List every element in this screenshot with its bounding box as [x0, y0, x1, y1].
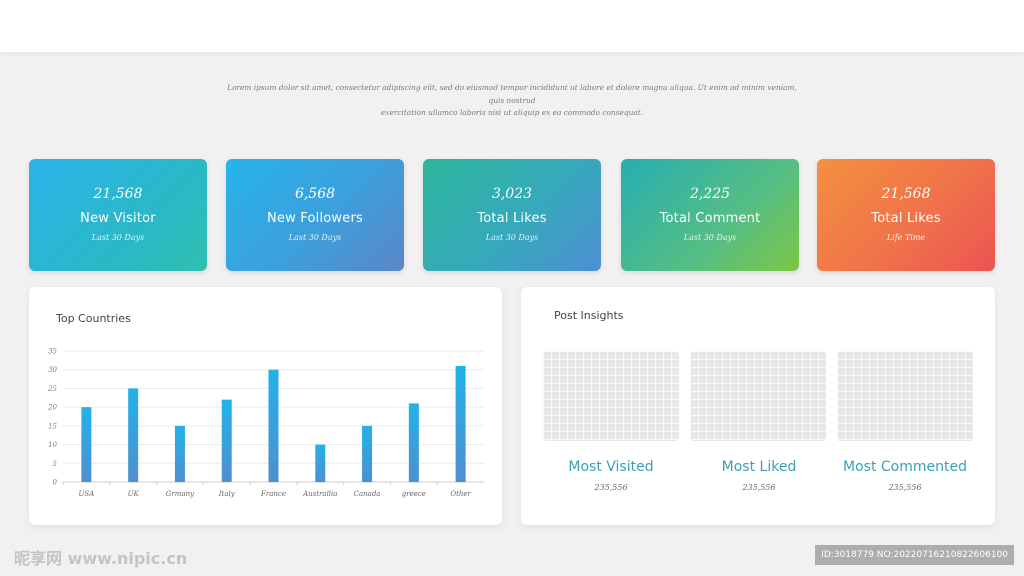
stat-value: 3,023 [491, 186, 533, 202]
y-tick-label: 20 [47, 404, 57, 412]
bar-france[interactable] [268, 369, 279, 482]
stat-value: 21,568 [93, 186, 143, 202]
y-tick-label: 35 [48, 348, 57, 356]
post-insights-title: Post Insights [554, 309, 624, 322]
stat-label: New Followers [267, 211, 363, 226]
watermark-id: ID:3018779 NO:20220716210822606100 [815, 545, 1014, 565]
stat-card-total-likes-lifetime[interactable]: 21,568 Total Likes Life Time [817, 159, 995, 271]
bar-usa[interactable] [81, 407, 92, 482]
stat-label: Total Comment [659, 211, 761, 226]
x-tick-label: France [260, 490, 286, 498]
stat-value: 2,225 [689, 186, 731, 202]
stat-card-total-likes[interactable]: 3,023 Total Likes Last 30 Days [423, 159, 601, 271]
x-tick-label: USA [79, 490, 95, 498]
watermark-logo: 昵享网 www.nipic.cn [14, 549, 188, 568]
top-bar [0, 0, 1024, 52]
y-tick-label: 25 [47, 385, 57, 393]
most-liked-value: 235,556 [742, 483, 776, 492]
y-tick-label: 15 [48, 422, 57, 430]
stat-period: Last 30 Days [288, 233, 342, 242]
stat-card-new-visitor[interactable]: 21,568 New Visitor Last 30 Days [29, 159, 207, 271]
most-commented-value: 235,556 [888, 483, 922, 492]
top-countries-bar-chart: 0 5 10 15 20 25 30 35 USA UK Grmany Italy France Aust… [47, 348, 484, 498]
bar-italy[interactable] [221, 399, 232, 482]
bar-other[interactable] [455, 365, 466, 482]
stat-period: Last 30 Days [683, 233, 737, 242]
stat-period: Last 30 Days [485, 233, 539, 242]
y-tick-label: 10 [48, 441, 57, 449]
intro-text: Lorem ipsum dolor sit amet, consectetur … [220, 82, 804, 120]
stat-label: Total Likes [871, 211, 941, 226]
x-tick-label: Other [450, 490, 471, 498]
x-tick-label: Australlia [302, 490, 337, 498]
stat-card-total-comment[interactable]: 2,225 Total Comment Last 30 Days [621, 159, 799, 271]
bar-australlia[interactable] [315, 444, 326, 482]
bar-greece[interactable] [408, 403, 419, 482]
x-tick-label: Grmany [166, 490, 195, 498]
most-liked-thumbnail[interactable] [690, 351, 826, 441]
most-commented-label: Most Commented [843, 459, 967, 475]
stat-period: Life Time [886, 233, 926, 242]
stat-value: 6,568 [294, 186, 336, 202]
top-countries-title: Top Countries [56, 312, 131, 325]
x-tick-label: Canada [354, 490, 381, 498]
stat-value: 21,568 [881, 186, 931, 202]
stat-period: Last 30 Days [91, 233, 145, 242]
y-tick-label: 30 [48, 366, 57, 374]
y-tick-label: 0 [53, 479, 58, 487]
stat-label: New Visitor [80, 211, 156, 226]
intro-line-2: exercitation ullamco laboris nisi ut ali… [380, 108, 644, 117]
bar-canada[interactable] [362, 425, 373, 482]
x-tick-label: UK [128, 490, 140, 498]
top-countries-panel: Top Countries 0 5 10 15 20 25 30 35 USA UK Grmany I… [29, 287, 502, 525]
stat-label: Total Likes [477, 211, 547, 226]
bar-grmany[interactable] [174, 425, 185, 482]
most-liked-label: Most Liked [721, 459, 797, 475]
x-tick-label: greece [402, 490, 426, 498]
intro-line-1: Lorem ipsum dolor sit amet, consectetur … [227, 83, 797, 105]
y-tick-label: 5 [53, 460, 58, 468]
most-visited-label: Most Visited [568, 459, 654, 475]
most-commented-thumbnail[interactable] [837, 351, 973, 441]
x-tick-label: Italy [218, 490, 236, 498]
post-insights-panel: Post Insights Most Visited 235,556 Most … [521, 287, 995, 525]
most-visited-value: 235,556 [594, 483, 628, 492]
bar-uk[interactable] [128, 388, 139, 482]
stat-card-new-followers[interactable]: 6,568 New Followers Last 30 Days [226, 159, 404, 271]
most-visited-thumbnail[interactable] [543, 351, 679, 441]
